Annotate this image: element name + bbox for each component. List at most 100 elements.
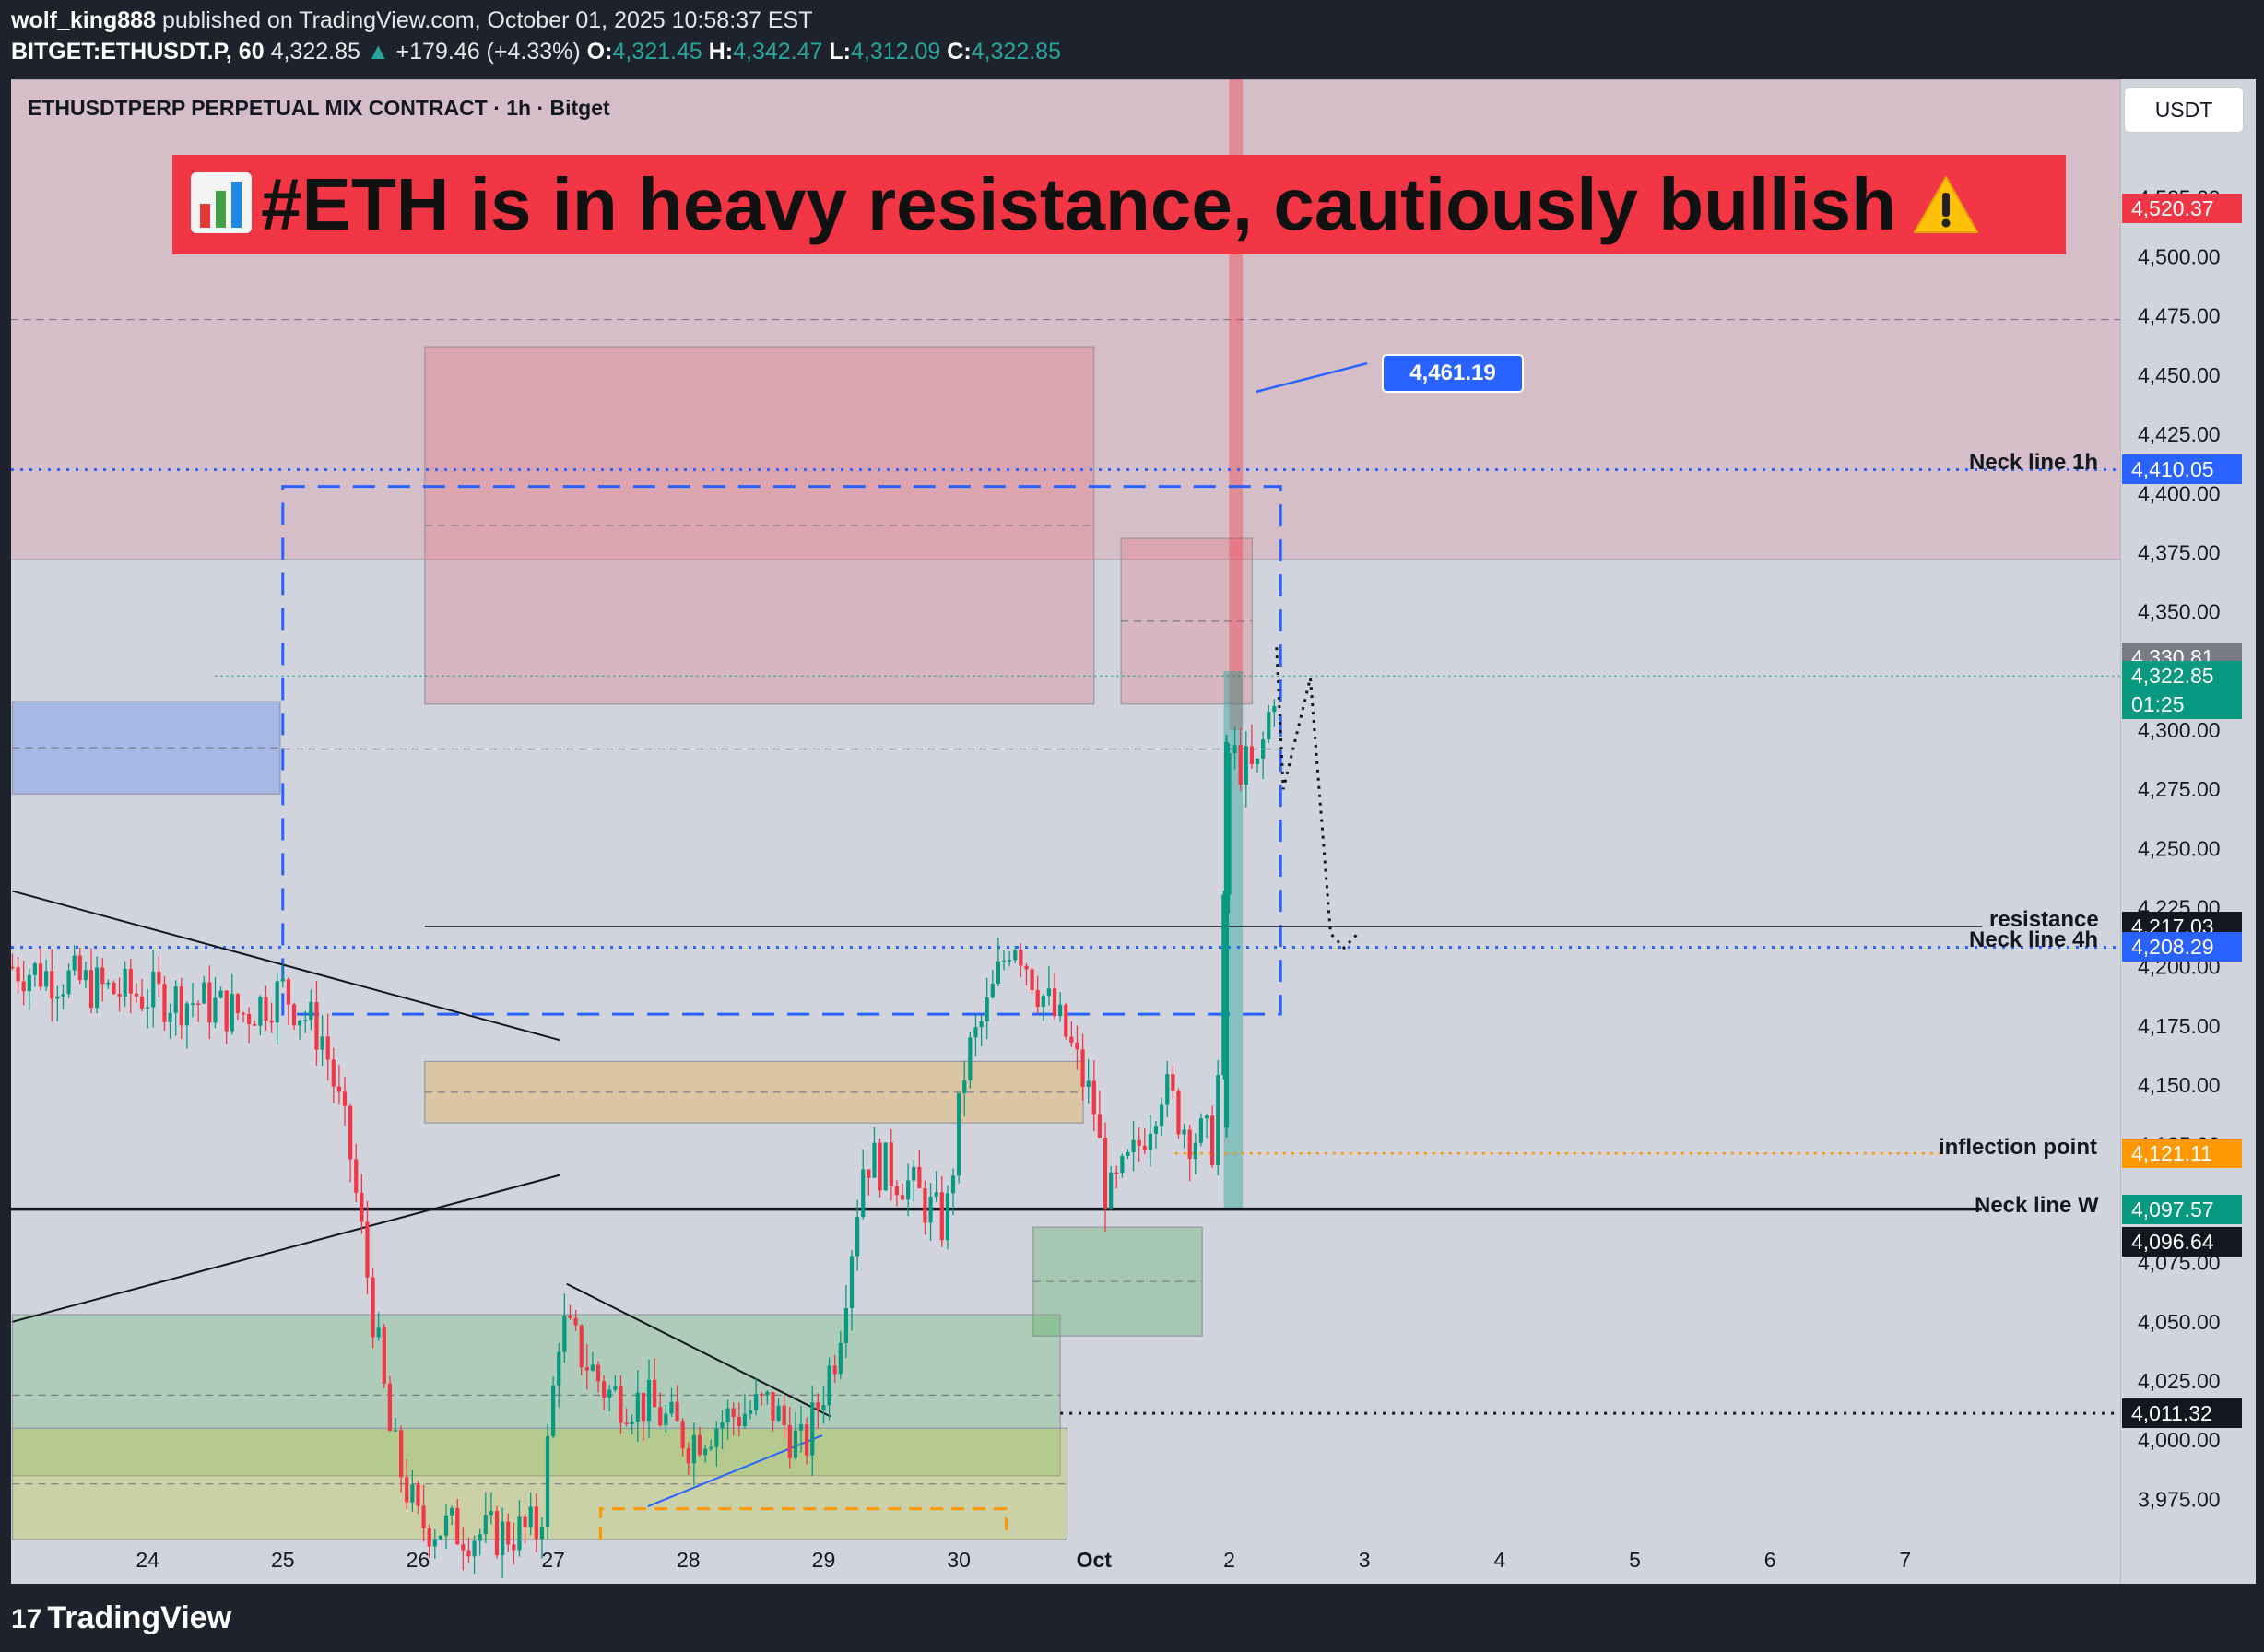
candle <box>207 965 212 1040</box>
candle <box>754 1377 759 1416</box>
candle <box>95 956 100 1014</box>
candle <box>805 1417 809 1465</box>
candle <box>455 1498 460 1545</box>
candle <box>1052 974 1057 1020</box>
up-arrow-icon: ▲ <box>366 39 390 65</box>
candle-body <box>771 1391 775 1422</box>
candle <box>1097 1091 1103 1139</box>
candle <box>438 1535 443 1540</box>
candle-body <box>1086 1080 1091 1087</box>
y-tick-label: 4,375.00 <box>2138 540 2221 564</box>
candle-body <box>878 1142 882 1191</box>
candle-body <box>399 1430 404 1478</box>
candle-body <box>619 1386 623 1423</box>
candle <box>714 1421 719 1467</box>
candle-body <box>501 1521 505 1556</box>
price-axis[interactable]: 3,975.00 4,000.00 4,025.00 4,050.00 4,075.00… <box>2120 79 2256 1584</box>
candle-body <box>1131 1139 1136 1153</box>
candle-body <box>579 1325 584 1368</box>
candle <box>1080 1033 1085 1101</box>
bar-chart-icon <box>189 160 254 254</box>
candle-body <box>539 1526 545 1540</box>
candle <box>27 968 31 1010</box>
x-tick-label: 29 <box>812 1548 836 1572</box>
candle-body <box>703 1448 708 1456</box>
y-tick-label: 4,250.00 <box>2138 836 2221 860</box>
candle-body <box>1091 1080 1096 1115</box>
candle-body <box>146 1007 150 1009</box>
candle-body <box>748 1410 753 1414</box>
price-tag: 4,121.11 <box>2122 1139 2242 1169</box>
candle-body <box>360 1192 364 1222</box>
candle <box>1182 1123 1186 1149</box>
candle <box>1171 1066 1175 1099</box>
candle-body <box>669 1401 674 1414</box>
candle-body <box>545 1436 550 1527</box>
symbol-name: BITGET:ETHUSDT.P, 60 <box>11 39 265 65</box>
y-tick-label: 4,400.00 <box>2138 481 2221 505</box>
candle <box>760 1391 764 1406</box>
candle-body <box>714 1428 719 1447</box>
candle-body <box>405 1477 409 1503</box>
candle-body <box>1097 1114 1103 1138</box>
candle-body <box>1193 1142 1197 1160</box>
time-axis[interactable]: 24 25 26 27 28 29 30 Oct 2 3 4 5 6 7 <box>11 1540 2120 1584</box>
price-callout[interactable]: 4,461.19 <box>1382 354 1524 393</box>
candle-body <box>843 1308 849 1343</box>
x-tick-label: 6 <box>1764 1548 1776 1572</box>
candle-body <box>1126 1152 1130 1156</box>
candle <box>309 989 313 1031</box>
candle <box>190 983 195 1018</box>
candle-body <box>939 1192 944 1241</box>
candle-body <box>1198 1118 1204 1143</box>
y-tick-label: 4,350.00 <box>2138 600 2221 624</box>
price-plot[interactable] <box>11 79 2120 1584</box>
candle <box>900 1183 905 1201</box>
candle <box>979 1014 984 1047</box>
candle <box>1165 1060 1170 1117</box>
candle-body <box>32 963 38 975</box>
candle-body <box>241 1012 246 1015</box>
candle-body <box>900 1195 905 1200</box>
candle-body <box>1210 1115 1215 1166</box>
candle <box>602 1375 607 1410</box>
candle-body <box>838 1342 843 1375</box>
candle <box>157 956 161 997</box>
candle <box>360 1174 364 1234</box>
candle-body <box>123 968 127 997</box>
candle <box>1261 731 1266 779</box>
candle-body <box>117 994 122 997</box>
candle-body <box>1008 960 1012 962</box>
candle-body <box>1238 745 1243 785</box>
candle <box>1064 1003 1068 1040</box>
candle <box>545 1423 550 1540</box>
headline-banner: #ETH is in heavy resistance, cautiously … <box>172 155 2066 254</box>
candle <box>855 1199 860 1271</box>
candle <box>1001 950 1007 971</box>
chart-pane[interactable]: ETHUSDTPERP PERPETUAL MIX CONTRACT · 1h … <box>11 79 2120 1584</box>
candle <box>1069 1021 1074 1047</box>
candle <box>325 1013 330 1081</box>
candle <box>675 1385 679 1422</box>
y-tick-label: 4,500.00 <box>2138 245 2221 269</box>
candle-body <box>686 1448 690 1464</box>
author-name[interactable]: wolf_king888 <box>11 7 156 33</box>
candle <box>1160 1097 1164 1137</box>
candle <box>528 1492 533 1535</box>
candle-body <box>968 1037 973 1080</box>
currency-button[interactable]: USDT <box>2124 87 2244 133</box>
candle <box>1030 967 1034 995</box>
candle <box>635 1370 640 1443</box>
tradingview-logo[interactable]: 17 TradingView <box>11 1600 231 1636</box>
candle <box>506 1513 511 1552</box>
candle <box>680 1418 685 1457</box>
candle-body <box>973 1027 978 1038</box>
candle <box>1008 951 1012 967</box>
candle <box>646 1360 652 1439</box>
candle-body <box>832 1365 837 1375</box>
candle <box>765 1390 770 1405</box>
candle <box>432 1529 437 1559</box>
candle-body <box>1272 705 1277 713</box>
candle-body <box>584 1367 589 1371</box>
candle <box>579 1324 584 1376</box>
